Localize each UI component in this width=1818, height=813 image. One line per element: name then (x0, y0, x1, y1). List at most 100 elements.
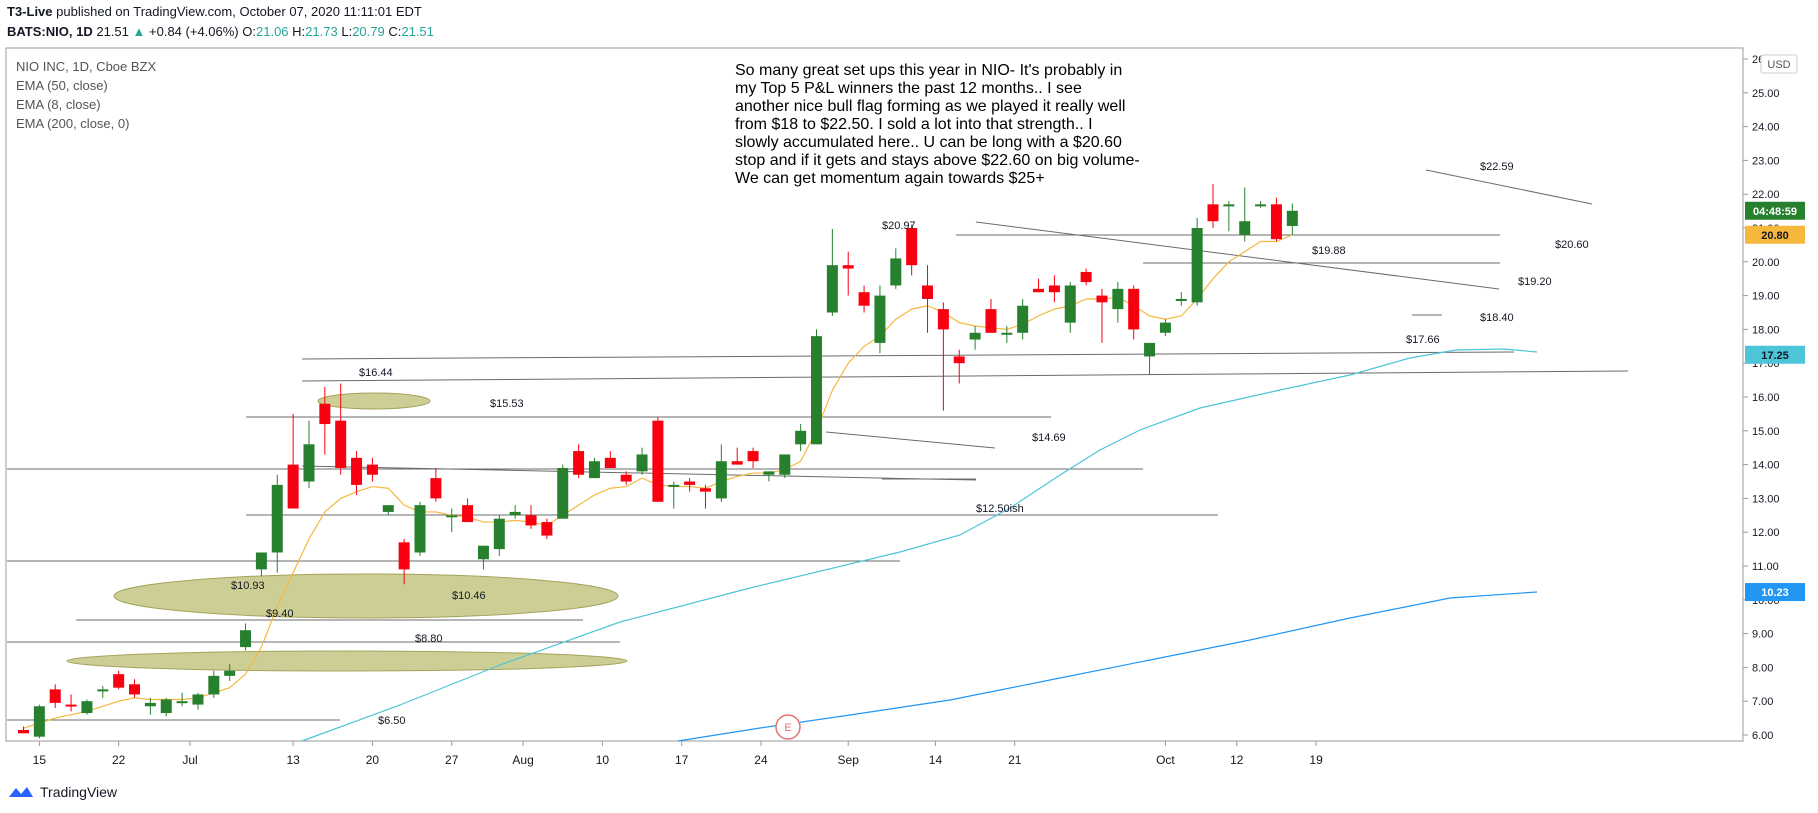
candle-body[interactable] (271, 484, 283, 553)
candle-body[interactable] (477, 545, 489, 560)
candle-body[interactable] (620, 474, 632, 482)
candle-body[interactable] (366, 464, 378, 475)
candle-body[interactable] (779, 454, 791, 475)
candle-body[interactable] (969, 332, 981, 340)
candle-body[interactable] (731, 461, 743, 465)
candle-body[interactable] (81, 701, 93, 714)
candle-body[interactable] (636, 454, 648, 472)
candle-body[interactable] (414, 505, 426, 553)
candle-body[interactable] (1175, 298, 1187, 301)
candle-body[interactable] (890, 258, 902, 286)
candle-body[interactable] (1128, 288, 1140, 330)
candle-body[interactable] (573, 451, 585, 475)
candle-body[interactable] (1080, 271, 1092, 283)
candle-body[interactable] (1270, 204, 1282, 240)
candle-body[interactable] (1017, 305, 1029, 333)
candle-body[interactable] (97, 689, 109, 692)
legend-ema8[interactable]: EMA (8, close) (16, 97, 101, 112)
candle-body[interactable] (176, 701, 188, 704)
candles[interactable] (18, 184, 1298, 739)
candle-body[interactable] (160, 699, 172, 714)
candle-body[interactable] (351, 457, 363, 485)
candle-body[interactable] (1191, 228, 1203, 303)
time-axis[interactable]: 15 22 Jul 13 20 27 Aug 10 17 24 Sep 14 21 Oct 12 19 (33, 741, 1323, 767)
candle-body[interactable] (192, 694, 204, 705)
trend-line[interactable] (301, 351, 1515, 360)
footer-brand[interactable]: TradingView (8, 784, 117, 800)
author-name[interactable]: T3-Live (7, 4, 53, 19)
candle-body[interactable] (319, 403, 331, 425)
candle-body[interactable] (287, 464, 299, 509)
legend-ema50[interactable]: EMA (50, close) (16, 78, 108, 93)
candle-body[interactable] (1255, 204, 1267, 207)
candle-body[interactable] (65, 704, 77, 707)
candle-body[interactable] (684, 481, 696, 485)
earnings-marker[interactable]: E (775, 714, 801, 740)
candle-body[interactable] (826, 265, 838, 313)
trend-line[interactable] (1425, 169, 1593, 205)
candle-body[interactable] (493, 518, 505, 550)
candle-body[interactable] (49, 689, 61, 703)
candle-body[interactable] (604, 457, 616, 468)
candle-body[interactable] (953, 356, 965, 364)
candle-body[interactable] (398, 542, 410, 570)
candle-body[interactable] (335, 420, 347, 468)
candle-body[interactable] (1064, 285, 1076, 323)
trend-line[interactable] (301, 370, 1629, 382)
candle-body[interactable] (240, 630, 252, 648)
legend-ema200[interactable]: EMA (200, close, 0) (16, 116, 129, 131)
candle-body[interactable] (525, 515, 537, 526)
candle-body[interactable] (1286, 210, 1298, 226)
candle-body[interactable] (858, 292, 870, 306)
candle-body[interactable] (937, 309, 949, 330)
highlight-zone[interactable] (113, 573, 619, 619)
candle-body[interactable] (1112, 288, 1124, 310)
candle-body[interactable] (1223, 204, 1235, 207)
candle-body[interactable] (224, 670, 236, 676)
candle-body[interactable] (811, 336, 822, 445)
candle-body[interactable] (652, 420, 664, 502)
candle-body[interactable] (1001, 332, 1013, 335)
candle-body[interactable] (33, 706, 45, 737)
candle-body[interactable] (446, 515, 458, 518)
candle-body[interactable] (113, 674, 125, 688)
annotation-note[interactable]: So many great set ups this year in NIO- … (735, 62, 1140, 187)
candle-body[interactable] (509, 511, 521, 516)
currency-label[interactable]: USD (1760, 54, 1798, 74)
candle-body[interactable] (1144, 342, 1156, 357)
candle-body[interactable] (747, 451, 759, 462)
highlight-zone[interactable] (317, 392, 431, 410)
candle-body[interactable] (588, 461, 600, 479)
candle-body[interactable] (699, 488, 711, 492)
candle-body[interactable] (874, 295, 886, 343)
candle-body[interactable] (1159, 322, 1171, 333)
candle-body[interactable] (763, 471, 775, 475)
candle-body[interactable] (382, 505, 394, 512)
price-axis[interactable]: 6.007.008.009.0010.0011.0012.0013.0014.0… (1743, 54, 1780, 742)
candle-body[interactable] (842, 265, 854, 269)
candle-body[interactable] (1207, 204, 1219, 222)
trend-line[interactable] (975, 221, 1500, 290)
candle-body[interactable] (430, 478, 442, 499)
candle-body[interactable] (1048, 285, 1060, 293)
candle-body[interactable] (906, 228, 918, 266)
candle-body[interactable] (255, 552, 267, 570)
candle-body[interactable] (668, 484, 680, 487)
candle-body[interactable] (795, 430, 807, 445)
trend-line[interactable] (825, 431, 996, 449)
candle-body[interactable] (462, 505, 474, 523)
candle-body[interactable] (18, 729, 29, 734)
candle-body[interactable] (1033, 288, 1045, 293)
drawing-lines[interactable] (7, 169, 1629, 721)
candle-body[interactable] (144, 702, 156, 707)
candle-body[interactable] (922, 285, 934, 299)
candle-body[interactable] (1239, 221, 1251, 235)
trend-line[interactable] (301, 465, 977, 481)
highlight-zone[interactable] (66, 650, 628, 672)
candle-body[interactable] (541, 522, 553, 536)
candle-body[interactable] (208, 675, 220, 695)
candle-body[interactable] (303, 444, 315, 482)
candle-body[interactable] (1096, 295, 1108, 303)
candle-body[interactable] (129, 684, 141, 695)
